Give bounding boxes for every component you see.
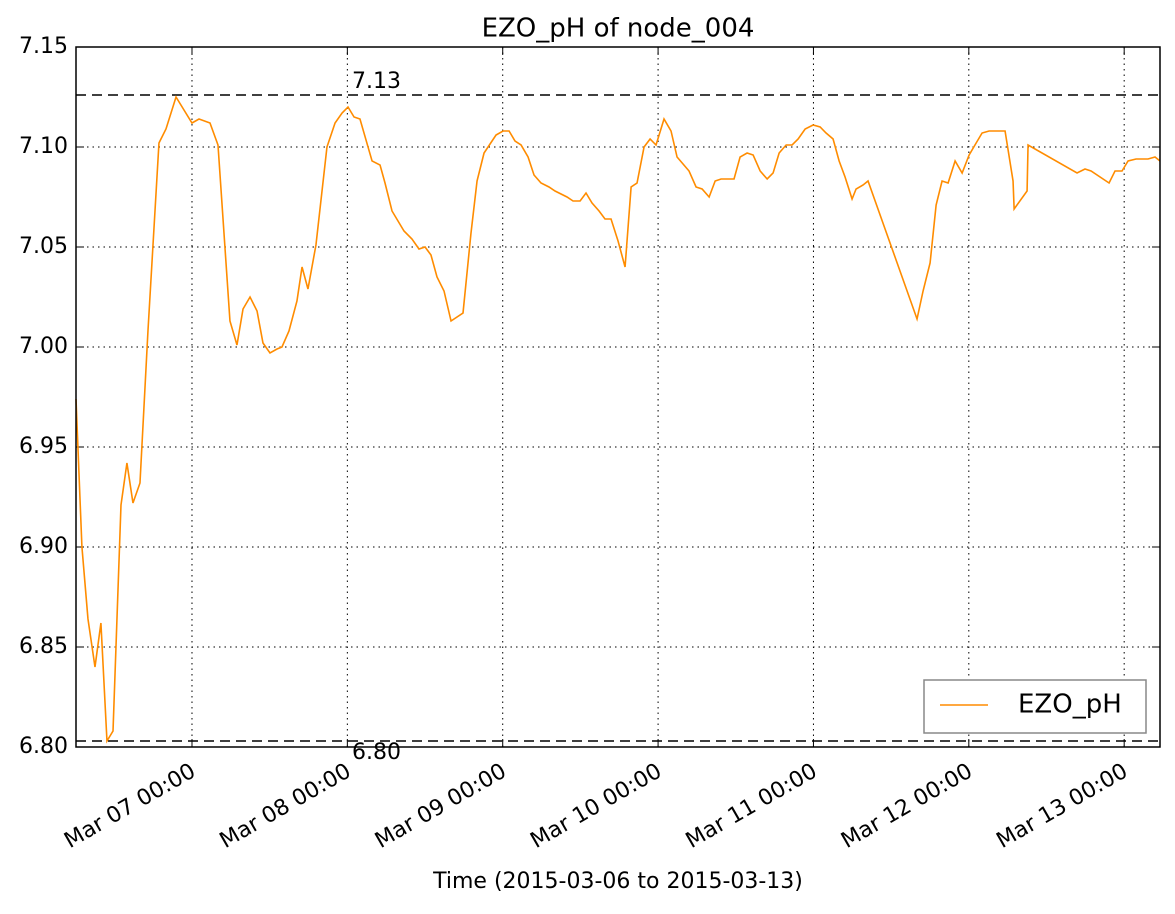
threshold-label: 6.80 — [352, 740, 401, 765]
legend-label: EZO_pH — [1018, 690, 1122, 720]
chart-title: EZO_pH of node_004 — [482, 14, 755, 44]
y-tick-label: 7.15 — [19, 34, 68, 59]
x-axis-label: Time (2015-03-06 to 2015-03-13) — [432, 869, 803, 894]
y-tick-label: 6.85 — [19, 634, 68, 659]
legend-box — [923, 679, 1147, 734]
y-tick-label: 7.05 — [19, 234, 68, 259]
plot-frame — [75, 46, 1161, 748]
y-tick-label: 7.10 — [19, 134, 68, 159]
y-tick-label: 6.80 — [19, 734, 68, 759]
threshold-label: 7.13 — [352, 69, 401, 94]
y-tick-label: 6.95 — [19, 434, 68, 459]
y-tick-label: 7.00 — [19, 334, 68, 359]
y-tick-label: 6.90 — [19, 534, 68, 559]
data-line — [75, 95, 1161, 744]
